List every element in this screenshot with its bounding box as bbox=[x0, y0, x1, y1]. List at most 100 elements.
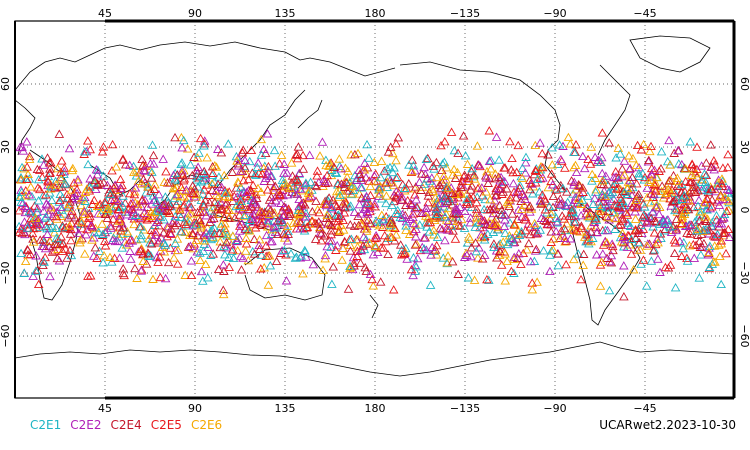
observation-marker bbox=[361, 226, 372, 235]
observation-marker bbox=[710, 257, 720, 266]
observation-marker bbox=[525, 229, 536, 239]
observation-marker bbox=[529, 218, 540, 228]
observation-marker bbox=[406, 200, 417, 209]
observation-marker bbox=[450, 203, 461, 212]
observation-marker bbox=[25, 249, 36, 259]
observation-marker bbox=[448, 226, 458, 235]
observation-marker bbox=[283, 226, 293, 235]
observation-marker bbox=[279, 210, 289, 220]
observation-marker bbox=[717, 174, 727, 183]
observation-marker bbox=[551, 185, 562, 194]
observation-marker bbox=[200, 173, 211, 182]
observation-marker bbox=[114, 188, 124, 197]
observation-marker bbox=[130, 183, 141, 192]
observation-marker bbox=[596, 257, 607, 266]
observation-marker bbox=[349, 258, 359, 267]
observation-marker bbox=[666, 201, 676, 210]
observation-marker bbox=[280, 181, 291, 191]
observation-marker bbox=[35, 184, 45, 194]
observation-marker bbox=[378, 216, 389, 225]
observation-marker bbox=[723, 224, 734, 234]
observation-marker bbox=[282, 189, 293, 199]
observation-marker bbox=[205, 217, 215, 226]
observation-marker bbox=[651, 202, 662, 212]
observation-marker bbox=[624, 151, 634, 160]
observation-marker bbox=[524, 238, 534, 248]
observation-marker bbox=[238, 175, 249, 185]
observation-marker bbox=[372, 247, 383, 257]
observation-marker bbox=[31, 251, 41, 260]
observation-marker bbox=[566, 176, 577, 185]
observation-marker bbox=[723, 205, 734, 214]
observation-marker bbox=[546, 227, 556, 236]
observation-marker bbox=[576, 199, 586, 208]
observation-marker bbox=[571, 226, 582, 235]
observation-marker bbox=[453, 269, 463, 278]
observation-marker bbox=[578, 249, 589, 258]
observation-marker bbox=[660, 219, 670, 228]
observation-marker bbox=[543, 182, 553, 192]
observation-marker bbox=[540, 205, 551, 214]
observation-marker bbox=[670, 282, 681, 292]
observation-marker bbox=[588, 233, 598, 242]
observation-marker bbox=[93, 227, 104, 236]
observation-marker bbox=[691, 226, 702, 235]
observation-marker bbox=[38, 160, 49, 169]
observation-marker bbox=[139, 165, 149, 175]
observation-marker bbox=[173, 245, 183, 255]
observation-marker bbox=[545, 250, 555, 259]
observation-marker bbox=[653, 254, 663, 263]
observation-marker bbox=[44, 188, 55, 197]
observation-marker bbox=[665, 186, 675, 195]
observation-marker bbox=[480, 194, 490, 204]
observation-marker bbox=[574, 181, 585, 190]
observation-marker bbox=[339, 178, 349, 188]
observation-marker bbox=[176, 212, 186, 222]
observation-marker bbox=[353, 211, 363, 221]
observation-marker bbox=[45, 216, 55, 226]
observation-marker bbox=[602, 225, 613, 235]
observation-marker bbox=[195, 248, 205, 257]
observation-marker bbox=[669, 196, 679, 205]
observation-marker bbox=[260, 148, 271, 158]
observation-marker bbox=[460, 150, 471, 160]
observation-marker bbox=[459, 223, 470, 232]
observation-marker bbox=[451, 206, 462, 215]
observation-marker bbox=[707, 202, 717, 211]
observation-marker bbox=[469, 174, 480, 183]
observation-marker bbox=[314, 207, 325, 217]
observation-marker bbox=[718, 163, 728, 172]
observation-marker bbox=[54, 129, 65, 138]
observation-marker bbox=[57, 156, 67, 165]
observation-marker bbox=[127, 236, 138, 245]
observation-marker bbox=[635, 220, 646, 230]
observation-marker bbox=[80, 146, 90, 156]
observation-marker bbox=[311, 196, 321, 205]
observation-marker bbox=[122, 209, 132, 219]
observation-marker bbox=[356, 219, 366, 228]
observation-marker bbox=[560, 200, 571, 210]
observation-marker bbox=[477, 254, 488, 263]
observation-marker bbox=[665, 260, 676, 269]
observation-marker bbox=[619, 156, 630, 165]
observation-marker bbox=[38, 190, 49, 200]
observation-marker bbox=[329, 162, 339, 172]
observation-marker bbox=[43, 175, 53, 185]
observation-marker bbox=[50, 183, 60, 192]
observation-marker bbox=[699, 198, 710, 207]
observation-marker bbox=[136, 266, 146, 275]
observation-marker bbox=[633, 237, 644, 247]
observation-marker bbox=[213, 264, 224, 274]
observation-marker bbox=[601, 171, 611, 180]
observation-marker bbox=[257, 207, 267, 216]
observation-marker bbox=[304, 192, 315, 202]
observation-marker bbox=[642, 183, 652, 192]
observation-marker bbox=[579, 163, 590, 173]
observation-marker bbox=[218, 260, 229, 269]
observation-marker bbox=[692, 164, 702, 174]
observation-marker bbox=[216, 221, 226, 231]
observation-marker bbox=[100, 241, 111, 250]
observation-marker bbox=[392, 193, 402, 202]
top-lon-label: 180 bbox=[365, 7, 386, 20]
observation-marker bbox=[298, 164, 309, 173]
